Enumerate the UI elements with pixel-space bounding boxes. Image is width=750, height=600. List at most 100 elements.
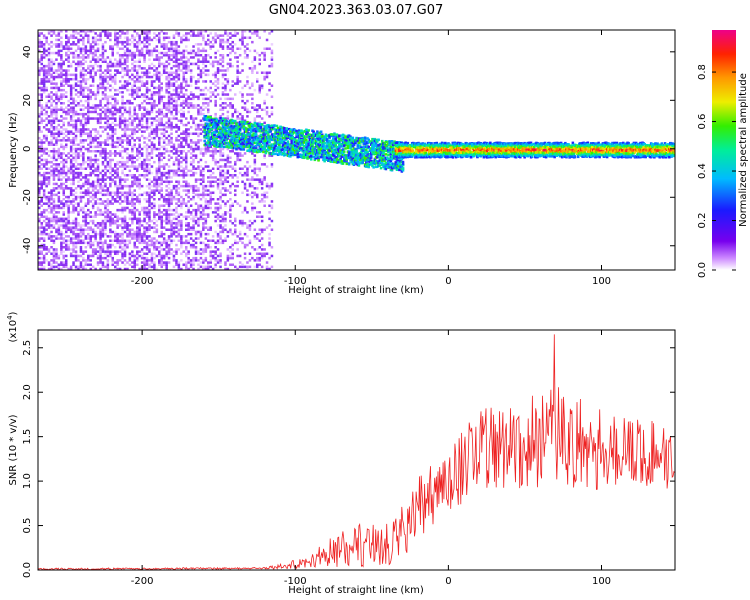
spectrogram-cell xyxy=(77,156,80,159)
spectrogram-cell xyxy=(180,174,183,177)
spectrogram-cell xyxy=(150,75,154,79)
spectrogram-cell xyxy=(89,239,92,242)
spectrogram-cell xyxy=(79,248,83,251)
spectrogram-cell xyxy=(94,158,97,162)
spectrogram-cell xyxy=(229,204,232,207)
spectrogram-cell xyxy=(133,265,136,269)
spectrogram-cell xyxy=(42,73,46,77)
spectrogram-cell xyxy=(109,154,112,157)
spectrogram-cell xyxy=(65,259,68,262)
spectrogram-cell xyxy=(62,165,65,168)
spectrogram-cell xyxy=(207,193,210,197)
spectrogram-cell xyxy=(216,208,220,212)
spectrogram-cell xyxy=(219,198,222,201)
spectrogram-cell xyxy=(99,141,102,144)
spectrogram-cell xyxy=(160,95,163,98)
spectrogram-cell xyxy=(128,224,132,227)
spectrogram-cell xyxy=(172,145,176,149)
spectrogram-cell xyxy=(197,108,200,111)
spectrogram-cell xyxy=(145,82,149,85)
spectrogram-cell xyxy=(77,47,80,50)
spectrogram-cell xyxy=(224,32,227,35)
spectrogram-cell xyxy=(241,117,244,120)
spectrogram-cell xyxy=(158,154,161,157)
spectrogram-cell xyxy=(121,139,124,142)
spectrogram-cell xyxy=(180,145,183,149)
spectrogram-cell xyxy=(109,150,112,153)
spectrogram-cell xyxy=(67,108,70,111)
spectrogram-cell xyxy=(177,230,181,234)
spectrogram-cell xyxy=(187,256,190,260)
spectrogram-cell xyxy=(123,243,127,247)
spectrogram-cell xyxy=(246,178,249,181)
spectrogram-cell xyxy=(246,36,249,39)
spectrogram-cell xyxy=(99,256,102,260)
spectrogram-cell xyxy=(219,147,222,151)
spectrogram-cell xyxy=(47,115,51,118)
spectrogram-cell xyxy=(185,180,188,183)
spectrogram-cell xyxy=(170,67,173,70)
spectrogram-cell xyxy=(219,171,222,175)
spectrogram-cell xyxy=(62,147,65,151)
spectrogram-cell xyxy=(45,102,48,105)
spectrogram-cell xyxy=(211,36,215,39)
spectrogram-cell xyxy=(253,219,257,223)
spectrogram-cell xyxy=(214,263,217,266)
spectrogram-cell xyxy=(145,117,149,120)
spectrogram-cell xyxy=(253,49,257,53)
spectrogram-cell xyxy=(148,208,151,212)
spectrogram-cell xyxy=(47,180,51,183)
spectrogram-cell xyxy=(204,184,208,188)
spectrogram-cell xyxy=(165,215,168,218)
spectrogram-cell xyxy=(91,108,95,111)
spectrogram-cell xyxy=(221,154,225,157)
spectrogram-cell xyxy=(38,73,41,77)
spectrogram-cell xyxy=(224,73,227,77)
spectrogram-cell xyxy=(204,243,208,247)
spectrogram-cell xyxy=(38,217,41,221)
spectrogram-cell xyxy=(87,189,90,192)
spectrogram-cell xyxy=(187,267,190,270)
spectrogram-cell xyxy=(148,211,151,214)
spectrogram-cell xyxy=(148,112,151,116)
spectrogram-cell xyxy=(62,145,65,149)
spectrogram-cell xyxy=(94,150,97,153)
spectrogram-cell xyxy=(175,106,178,109)
spectrogram-cell xyxy=(167,200,171,203)
spectrogram-cell xyxy=(153,64,156,68)
spectrogram-cell xyxy=(131,102,134,105)
spectrogram-cell xyxy=(57,75,61,79)
spectrogram-cell xyxy=(170,241,173,245)
spectrogram-cell xyxy=(55,84,58,87)
spectrogram-cell xyxy=(77,45,80,48)
spectrogram-cell xyxy=(79,104,83,107)
spectrogram-cell xyxy=(47,222,51,225)
spectrogram-cell xyxy=(121,246,124,249)
spectrogram-cell xyxy=(175,230,178,234)
spectrogram-cell xyxy=(234,265,237,269)
spectrogram-cell xyxy=(214,60,217,63)
spectrogram-cell xyxy=(160,132,163,135)
spectrogram-cell xyxy=(72,182,75,186)
spectrogram-cell xyxy=(224,263,227,266)
spectrogram-cell xyxy=(123,241,127,245)
spectrogram-cell xyxy=(248,165,252,168)
spectrogram-cell xyxy=(177,91,181,94)
spectrogram-cell xyxy=(202,49,205,53)
spectrogram-cell xyxy=(145,246,149,249)
spectrogram-cell xyxy=(143,58,146,61)
spectrogram-cell xyxy=(175,49,178,53)
spectrogram-cell xyxy=(155,147,159,151)
spectrogram-cell xyxy=(145,165,149,168)
spectrogram-cell xyxy=(253,58,257,61)
spectrogram-cell xyxy=(60,237,63,240)
spectrogram-cell xyxy=(207,176,210,179)
spectrogram-cell xyxy=(99,228,102,231)
spectrogram-cell xyxy=(87,191,90,194)
spectrogram-cell xyxy=(72,228,75,231)
spectrogram-cell xyxy=(158,152,161,155)
spectrogram-cell xyxy=(89,136,92,140)
spectrogram-cell xyxy=(160,259,163,262)
spectrogram-cell xyxy=(133,110,136,114)
spectrogram-cell xyxy=(42,69,46,72)
